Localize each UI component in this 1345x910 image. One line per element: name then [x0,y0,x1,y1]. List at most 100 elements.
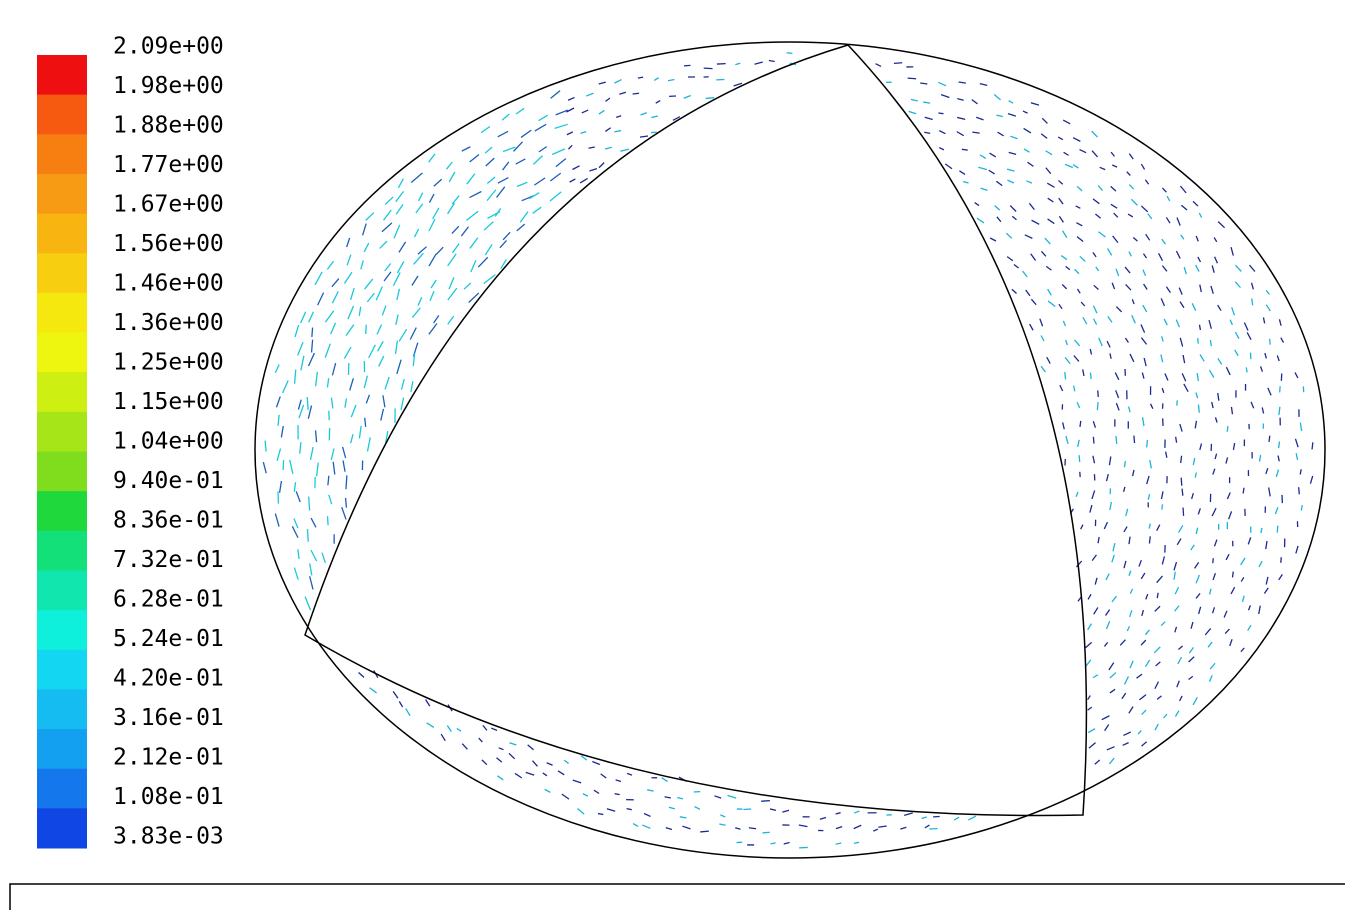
vector [515,107,525,115]
vector [1140,163,1146,170]
colorbar-segment [37,610,87,651]
vector [727,794,737,799]
vector [497,775,504,781]
vector [1183,266,1187,275]
vector [1045,265,1052,271]
colorbar-segment [37,134,87,175]
vector [1190,621,1194,629]
vector [1111,554,1115,563]
vector [298,404,305,419]
vector [1180,234,1185,240]
vector [1204,628,1212,636]
vector [1098,231,1106,238]
vector [294,324,300,338]
vector [1022,270,1028,278]
vector [1213,256,1219,264]
vector [1030,298,1037,306]
vector [428,153,436,163]
vector [502,146,516,153]
vector [1294,372,1299,379]
vector [1217,392,1220,401]
vector [440,733,446,742]
vector [1110,151,1116,157]
vector [546,762,553,766]
vector [1268,435,1271,443]
colorbar-label: 1.67e+00 [113,192,224,218]
colorbar-label: 1.08e-01 [113,784,224,810]
vector [592,760,601,766]
vector [1295,545,1299,554]
vector [538,146,548,153]
vector [344,398,348,408]
vector [600,773,607,779]
vector [297,549,300,560]
vector [428,193,435,203]
vector [1111,595,1117,603]
colorbar-label: 1.25e+00 [113,350,224,376]
vector [748,827,757,830]
vector [1161,336,1164,342]
vector [363,242,370,253]
vector [532,206,542,214]
colorbar-label: 3.16e-01 [113,705,224,731]
vector [875,63,882,67]
vector [1154,723,1159,731]
vector [381,222,393,233]
vector [1182,507,1185,516]
vector [1099,166,1106,171]
vector [1234,349,1239,357]
vector [411,307,421,318]
vector [1251,298,1254,306]
vector [1176,538,1182,546]
vector [1195,527,1199,535]
vector [1240,576,1245,582]
vector [278,480,283,493]
vector [396,288,401,301]
vector [768,59,775,63]
vector [477,256,489,268]
vector [1046,182,1055,188]
vector [593,789,600,795]
vector [1208,369,1215,378]
colorbar-label: 9.40e-01 [113,468,224,494]
vector [1258,454,1262,462]
vector [910,98,918,102]
vector [515,158,526,165]
vector [1176,400,1178,406]
vector [1217,357,1223,365]
vector [1179,301,1185,309]
vector [1242,487,1245,494]
vector [1179,695,1183,702]
vector [1115,435,1118,444]
vector [274,513,280,527]
vector [396,261,405,274]
vector [1265,576,1269,585]
vector [1217,304,1222,311]
vector [310,339,314,353]
vector [481,759,488,766]
vector [300,355,305,371]
vector [410,172,423,183]
vector [1174,586,1180,595]
vector [1097,185,1103,191]
vector [979,154,987,159]
vector [1041,117,1048,124]
vector [1112,164,1118,168]
vector [677,796,684,800]
vector [445,161,453,170]
vector [1180,455,1183,464]
vector [1140,337,1148,345]
vector [1092,252,1097,258]
vector [1005,232,1013,239]
vector [341,506,347,520]
vector [1160,298,1166,307]
vector [989,237,997,242]
vector [410,381,414,392]
vector [735,827,741,830]
vector [1174,710,1180,717]
colorbar-segment [37,292,87,334]
vector [1178,287,1183,295]
vector [1192,200,1199,207]
vector [1138,559,1142,567]
vector [1197,404,1200,413]
